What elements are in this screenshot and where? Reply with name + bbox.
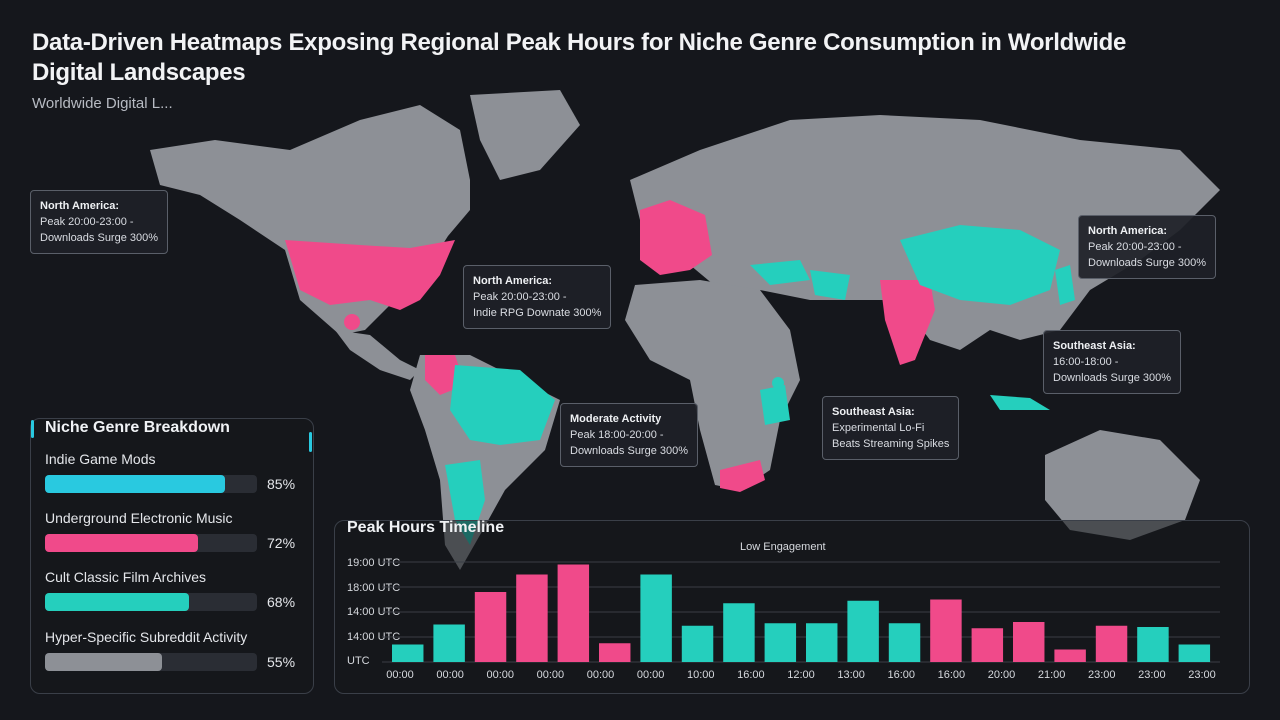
map-africa — [625, 280, 800, 490]
x-tick-label: 10:00 — [686, 669, 715, 681]
genre-percent: 55% — [267, 654, 296, 670]
x-tick-label: 23:00 — [1138, 669, 1166, 681]
timeline-bar — [723, 603, 755, 662]
page-title: Data-Driven Heatmaps Exposing Regional P… — [32, 29, 1127, 86]
map-east-africa-highlight — [760, 385, 790, 425]
timeline-bar — [888, 623, 921, 662]
x-tick-label: 00:00 — [436, 669, 464, 681]
timeline-bar — [764, 623, 797, 662]
genre-percent: 85% — [267, 476, 296, 492]
x-tick-label: 00:00 — [586, 669, 615, 681]
map-brazil-highlight — [450, 365, 555, 445]
timeline-bar — [599, 643, 631, 662]
genre-bar-fill — [45, 653, 162, 671]
callout-moderate-activity: Moderate Activity Peak 18:00-20:00 - Dow… — [560, 403, 699, 467]
page-subtitle: Worldwide Digital L... — [32, 95, 173, 112]
map-indonesia-highlight — [990, 395, 1050, 410]
timeline-title: Peak Hours Timeline — [347, 519, 505, 536]
map-japan-highlight — [1055, 265, 1075, 305]
callout-north-america-east: North America: Peak 20:00-23:00 - Downlo… — [1078, 215, 1217, 279]
x-tick-label: 16:00 — [737, 669, 765, 681]
timeline-bar — [1095, 625, 1128, 662]
genre-percent: 72% — [267, 535, 296, 551]
timeline-bar — [1013, 622, 1045, 662]
genre-bar-track — [45, 593, 257, 611]
map-turkey-highlight — [750, 260, 810, 285]
genre-bar-track — [45, 653, 257, 671]
y-tick-label: 19:00 UTC — [347, 557, 401, 569]
genre-label: Indie Game Mods — [45, 451, 156, 467]
timeline-bar — [930, 599, 962, 662]
timeline-bar — [1054, 649, 1086, 662]
x-tick-label: 20:00 — [987, 669, 1016, 681]
map-west-europe-highlight — [640, 200, 712, 275]
map-usa-highlight — [285, 240, 455, 310]
callout-southeast-asia-lofi: Southeast Asia: Experimental Lo-Fi Beats… — [822, 396, 960, 460]
timeline-bar — [516, 574, 548, 662]
map-kenya-hotspot — [772, 377, 784, 389]
x-tick-label: 00:00 — [386, 669, 414, 681]
timeline-bar — [640, 574, 672, 662]
map-india-highlight — [880, 280, 935, 365]
x-tick-label: 00:00 — [536, 669, 565, 681]
low-engagement-label: Low Engagement — [740, 541, 826, 553]
genre-panel-accent — [31, 420, 34, 438]
x-tick-label: 16:00 — [887, 669, 916, 681]
timeline-bar — [971, 628, 1004, 662]
x-tick-label: 16:00 — [937, 669, 966, 681]
x-tick-label: 23:00 — [1087, 669, 1116, 681]
x-tick-label: 12:00 — [787, 669, 815, 681]
genre-panel-title: Niche Genre Breakdown — [45, 419, 230, 436]
map-south-africa-highlight — [720, 460, 765, 492]
timeline-bar — [1137, 627, 1169, 662]
timeline-bar — [847, 600, 879, 662]
timeline-bar — [433, 624, 465, 662]
map-mexico-hotspot — [344, 314, 360, 330]
callout-north-america-central: North America: Peak 20:00-23:00 - Indie … — [463, 265, 612, 329]
y-tick-label: 14:00 UTC — [347, 631, 401, 643]
genre-label: Cult Classic Film Archives — [45, 569, 207, 585]
map-greenland — [470, 90, 580, 180]
map-china-highlight — [900, 225, 1060, 305]
callout-north-america-west: North America: Peak 20:00-23:00 - Downlo… — [30, 190, 169, 254]
y-tick-label: UTC — [347, 655, 370, 667]
x-tick-label: 13:00 — [837, 669, 865, 681]
callout-southeast-asia-right: Southeast Asia: 16:00-18:00 - Downloads … — [1043, 330, 1182, 394]
timeline-bar — [681, 625, 714, 662]
map-central-america — [335, 330, 420, 380]
genre-label: Underground Electronic Music — [45, 510, 233, 526]
timeline-bar — [474, 592, 507, 662]
map-middle-east-highlight — [810, 270, 850, 300]
genre-bar-track — [45, 534, 257, 552]
x-tick-label: 21:00 — [1037, 669, 1066, 681]
x-tick-label: 00:00 — [636, 669, 665, 681]
genre-bar-fill — [45, 593, 190, 611]
genre-bar-track — [45, 475, 257, 493]
genre-percent: 68% — [267, 594, 296, 610]
genre-bar-fill — [45, 534, 198, 552]
genre-bar-fill — [45, 475, 226, 493]
timeline-bar — [392, 644, 424, 662]
genre-panel-accent-right — [309, 432, 312, 452]
genre-label: Hyper-Specific Subreddit Activity — [45, 629, 248, 645]
y-tick-label: 14:00 UTC — [347, 606, 401, 618]
x-tick-label: 00:00 — [486, 669, 515, 681]
map-australia — [1045, 430, 1200, 540]
timeline-bar — [557, 564, 590, 662]
y-tick-label: 18:00 UTC — [347, 582, 401, 594]
timeline-bar — [1178, 644, 1211, 662]
x-tick-label: 23:00 — [1188, 669, 1216, 681]
genre-panel — [30, 418, 314, 694]
timeline-bar — [806, 623, 838, 662]
